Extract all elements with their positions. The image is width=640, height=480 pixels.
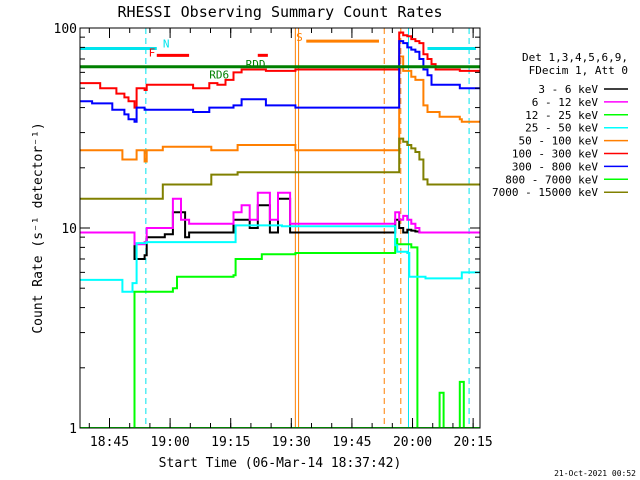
series-line-5 [80, 31, 480, 109]
legend-label: 25 - 50 keV [525, 122, 598, 135]
legend-label: 800 - 7000 keV [505, 173, 598, 186]
plot-inner: NF RD6 RDD S [80, 28, 480, 428]
annotation-rdd: RDD [246, 58, 266, 71]
annotation-s: S [296, 31, 303, 44]
x-tick-label: 19:30 [272, 435, 311, 450]
legend-label: 3 - 6 keV [538, 83, 598, 96]
legend-label: 6 - 12 keV [532, 96, 599, 109]
x-tick-label: 18:45 [90, 435, 129, 450]
series-line-3 [80, 224, 480, 293]
legend-header-line: FDecim 1, Att 0 [529, 64, 628, 77]
chart-title: RHESSI Observing Summary Count Rates [117, 3, 442, 21]
legend-label: 7000 - 15000 keV [492, 186, 598, 199]
annotation-n: N [163, 37, 170, 50]
generation-timestamp: 21-Oct-2021 00:52 [554, 469, 636, 478]
y-tick-label: 10 [61, 222, 77, 237]
series-line-1 [80, 191, 480, 246]
series-line-6 [80, 40, 480, 123]
y-tick-label: 1 [69, 422, 77, 437]
y-axis-label: Count Rate (s⁻¹ detector⁻¹) [31, 122, 46, 333]
legend-label: 100 - 300 keV [512, 148, 598, 161]
legend-label: 300 - 800 keV [512, 160, 598, 173]
x-tick-label: 20:00 [393, 435, 432, 450]
annotation-rd6: RD6 [209, 68, 229, 81]
series-line-2 [80, 238, 480, 428]
x-tick-label: 19:15 [211, 435, 250, 450]
series-line-8 [80, 137, 480, 200]
annotation-f: F [149, 47, 156, 60]
axes: 1 10 100 18:45 19:00 19:15 19:30 19:45 20:00 20:1… [54, 22, 493, 450]
y-tick-label: 100 [54, 22, 77, 37]
x-tick-label: 19:45 [332, 435, 371, 450]
legend-label: 12 - 25 keV [525, 109, 598, 122]
legend-label: 50 - 100 keV [519, 135, 599, 148]
x-tick-label: 20:15 [454, 435, 493, 450]
series-line-4 [80, 55, 480, 163]
legend-header-line: Det 1,3,4,5,6,9, [522, 51, 628, 64]
legend: Det 1,3,4,5,6,9,FDecim 1, Att 0 3 - 6 keV… [492, 51, 628, 199]
plot-area: NF RD6 RDD S [80, 28, 480, 428]
x-tick-label: 19:00 [151, 435, 190, 450]
x-axis-label: Start Time (06-Mar-14 18:37:42) [159, 456, 402, 471]
